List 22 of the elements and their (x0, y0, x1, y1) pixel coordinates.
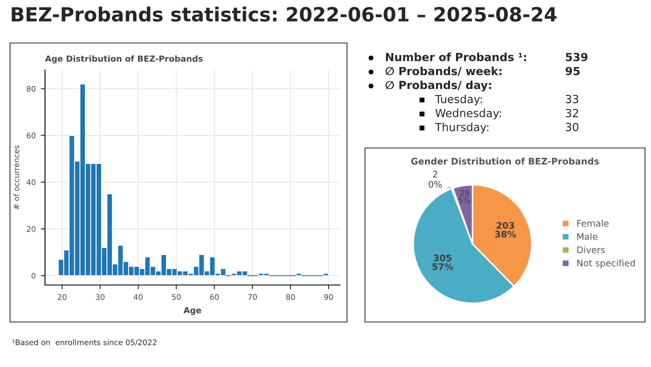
text: Thursday: (434, 122, 488, 134)
text: 33 (566, 94, 578, 104)
text: 30 (566, 122, 578, 132)
legend-label: Not specified (577, 260, 635, 268)
text: ∅ Probands/ day: (386, 80, 492, 92)
legend-label: Male (577, 233, 598, 240)
legend-label: Female (577, 220, 609, 227)
legend-label: Divers (577, 246, 605, 254)
data-label: 305 57% (432, 254, 454, 270)
text: 539 (566, 52, 588, 62)
data-label: 203 38% (495, 222, 516, 238)
chart-title: Gender Distribution of BEZ-Probands (411, 158, 599, 165)
text: ∅ Probands/ week: (386, 66, 502, 76)
data-label: 2 0% (428, 170, 442, 188)
text: Wednesday: (435, 108, 501, 120)
text: Number of Probands ¹: (386, 52, 526, 62)
text: BEZ-Probands statistics: 2022-06-01 – 2025-08-24 (12, 6, 557, 22)
text: 95 (566, 66, 580, 76)
x-axis-title: Age (184, 307, 202, 316)
text: Tuesday: (434, 94, 482, 106)
chart-title: Age Distribution of BEZ-Probands (45, 55, 203, 64)
text: 32 (566, 108, 578, 118)
